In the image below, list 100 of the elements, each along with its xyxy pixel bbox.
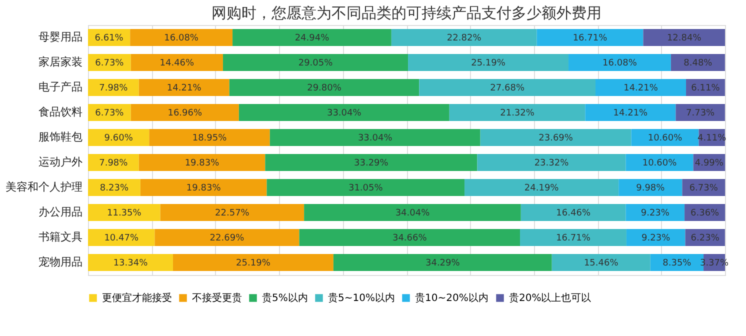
bar xyxy=(391,29,537,46)
y-tick-label: 美容和个人护理 xyxy=(6,180,82,194)
data-label: 23.32% xyxy=(534,158,570,168)
bar xyxy=(270,129,480,146)
data-label: 34.29% xyxy=(425,258,460,268)
data-label: 29.80% xyxy=(307,84,342,94)
data-label: 31.05% xyxy=(348,184,384,194)
data-label: 6.36% xyxy=(690,208,720,218)
data-label: 27.68% xyxy=(490,84,525,94)
bar xyxy=(138,79,230,96)
data-label: 13.34% xyxy=(113,258,148,268)
bar xyxy=(88,229,155,246)
bar xyxy=(643,29,725,46)
bar xyxy=(536,29,644,46)
legend-label: 贵5~10%以内 xyxy=(328,292,395,304)
bar xyxy=(299,229,520,246)
data-label: 16.96% xyxy=(168,108,202,118)
data-label: 10.60% xyxy=(642,158,678,168)
data-label: 14.21% xyxy=(613,108,648,118)
bar xyxy=(172,254,334,271)
bar xyxy=(626,154,694,171)
bar xyxy=(265,154,478,171)
data-label: 33.04% xyxy=(358,134,393,144)
data-label: 25.19% xyxy=(236,258,271,268)
data-label: 10.60% xyxy=(648,134,683,144)
bar xyxy=(626,204,685,221)
legend-label: 贵20%以上也可以 xyxy=(509,292,592,304)
data-label: 7.98% xyxy=(99,158,128,168)
bar xyxy=(160,204,304,221)
data-label: 22.69% xyxy=(210,234,245,244)
y-tick-label: 宠物用品 xyxy=(38,256,82,268)
bar xyxy=(333,254,552,271)
data-label: 16.08% xyxy=(602,58,638,68)
legend-label: 贵10~20%以内 xyxy=(415,292,488,304)
chart-title: 网购时，您愿意为不同品类的可持续产品支付多少额外费用 xyxy=(212,4,602,22)
data-label: 6.73% xyxy=(95,108,124,118)
bar xyxy=(154,229,300,246)
data-label: 7.98% xyxy=(99,84,128,94)
bar xyxy=(304,204,521,221)
bar xyxy=(408,54,568,71)
bar xyxy=(568,54,671,71)
data-label: 14.21% xyxy=(166,84,202,94)
data-label: 24.94% xyxy=(294,34,330,44)
bar xyxy=(585,104,676,121)
data-label: 19.83% xyxy=(184,158,220,168)
bar xyxy=(88,204,160,221)
data-label: 16.08% xyxy=(164,34,199,44)
bar xyxy=(449,104,586,121)
y-tick-label: 食品饮料 xyxy=(38,106,82,118)
data-label: 23.69% xyxy=(538,134,574,144)
bar xyxy=(631,129,699,146)
bar xyxy=(480,129,632,146)
data-label: 12.84% xyxy=(666,34,702,44)
bar xyxy=(88,129,150,146)
y-tick-label: 服饰鞋包 xyxy=(38,130,82,144)
data-label: 9.98% xyxy=(636,184,666,194)
data-label: 6.73% xyxy=(689,184,718,194)
bar xyxy=(222,54,408,71)
data-label: 9.23% xyxy=(640,208,670,218)
data-label: 6.23% xyxy=(690,234,720,244)
data-label: 22.57% xyxy=(215,208,250,218)
bar xyxy=(618,179,682,196)
bar xyxy=(140,179,267,196)
bar xyxy=(626,229,686,246)
y-tick-label: 家居家装 xyxy=(38,56,82,68)
y-tick-label: 电子产品 xyxy=(38,80,82,94)
bar xyxy=(130,104,239,121)
legend-label: 更便宜才能接受 xyxy=(102,292,172,304)
data-label: 29.05% xyxy=(298,58,334,68)
bar xyxy=(464,179,619,196)
data-label: 25.19% xyxy=(471,58,506,68)
data-label: 16.71% xyxy=(572,34,608,44)
y-tick-label: 运动户外 xyxy=(38,156,82,168)
bar xyxy=(232,29,392,46)
data-label: 15.46% xyxy=(584,258,619,268)
data-label: 9.23% xyxy=(642,234,671,244)
data-label: 7.73% xyxy=(686,108,716,118)
bar xyxy=(477,154,626,171)
bar xyxy=(552,254,650,271)
legend-label: 贵5%以内 xyxy=(262,292,308,304)
y-tick-label: 书籍文具 xyxy=(38,230,82,244)
bar xyxy=(130,54,223,71)
data-label: 8.35% xyxy=(662,258,692,268)
data-label: 18.95% xyxy=(192,134,228,144)
data-label: 19.83% xyxy=(186,184,222,194)
data-label: 34.66% xyxy=(392,234,428,244)
legend-label: 不接受更贵 xyxy=(192,292,242,304)
data-label: 11.35% xyxy=(106,208,142,218)
data-label: 10.47% xyxy=(104,234,139,244)
data-label: 33.04% xyxy=(326,108,362,118)
data-label: 22.82% xyxy=(446,34,482,44)
data-label: 16.46% xyxy=(556,208,591,218)
bar xyxy=(676,104,725,121)
data-label: 6.11% xyxy=(691,84,720,94)
data-label: 6.73% xyxy=(95,58,124,68)
data-label: 8.48% xyxy=(684,58,713,68)
data-label: 4.99% xyxy=(694,158,724,168)
bar xyxy=(229,79,420,96)
bar xyxy=(520,204,626,221)
data-label: 8.23% xyxy=(100,184,129,194)
